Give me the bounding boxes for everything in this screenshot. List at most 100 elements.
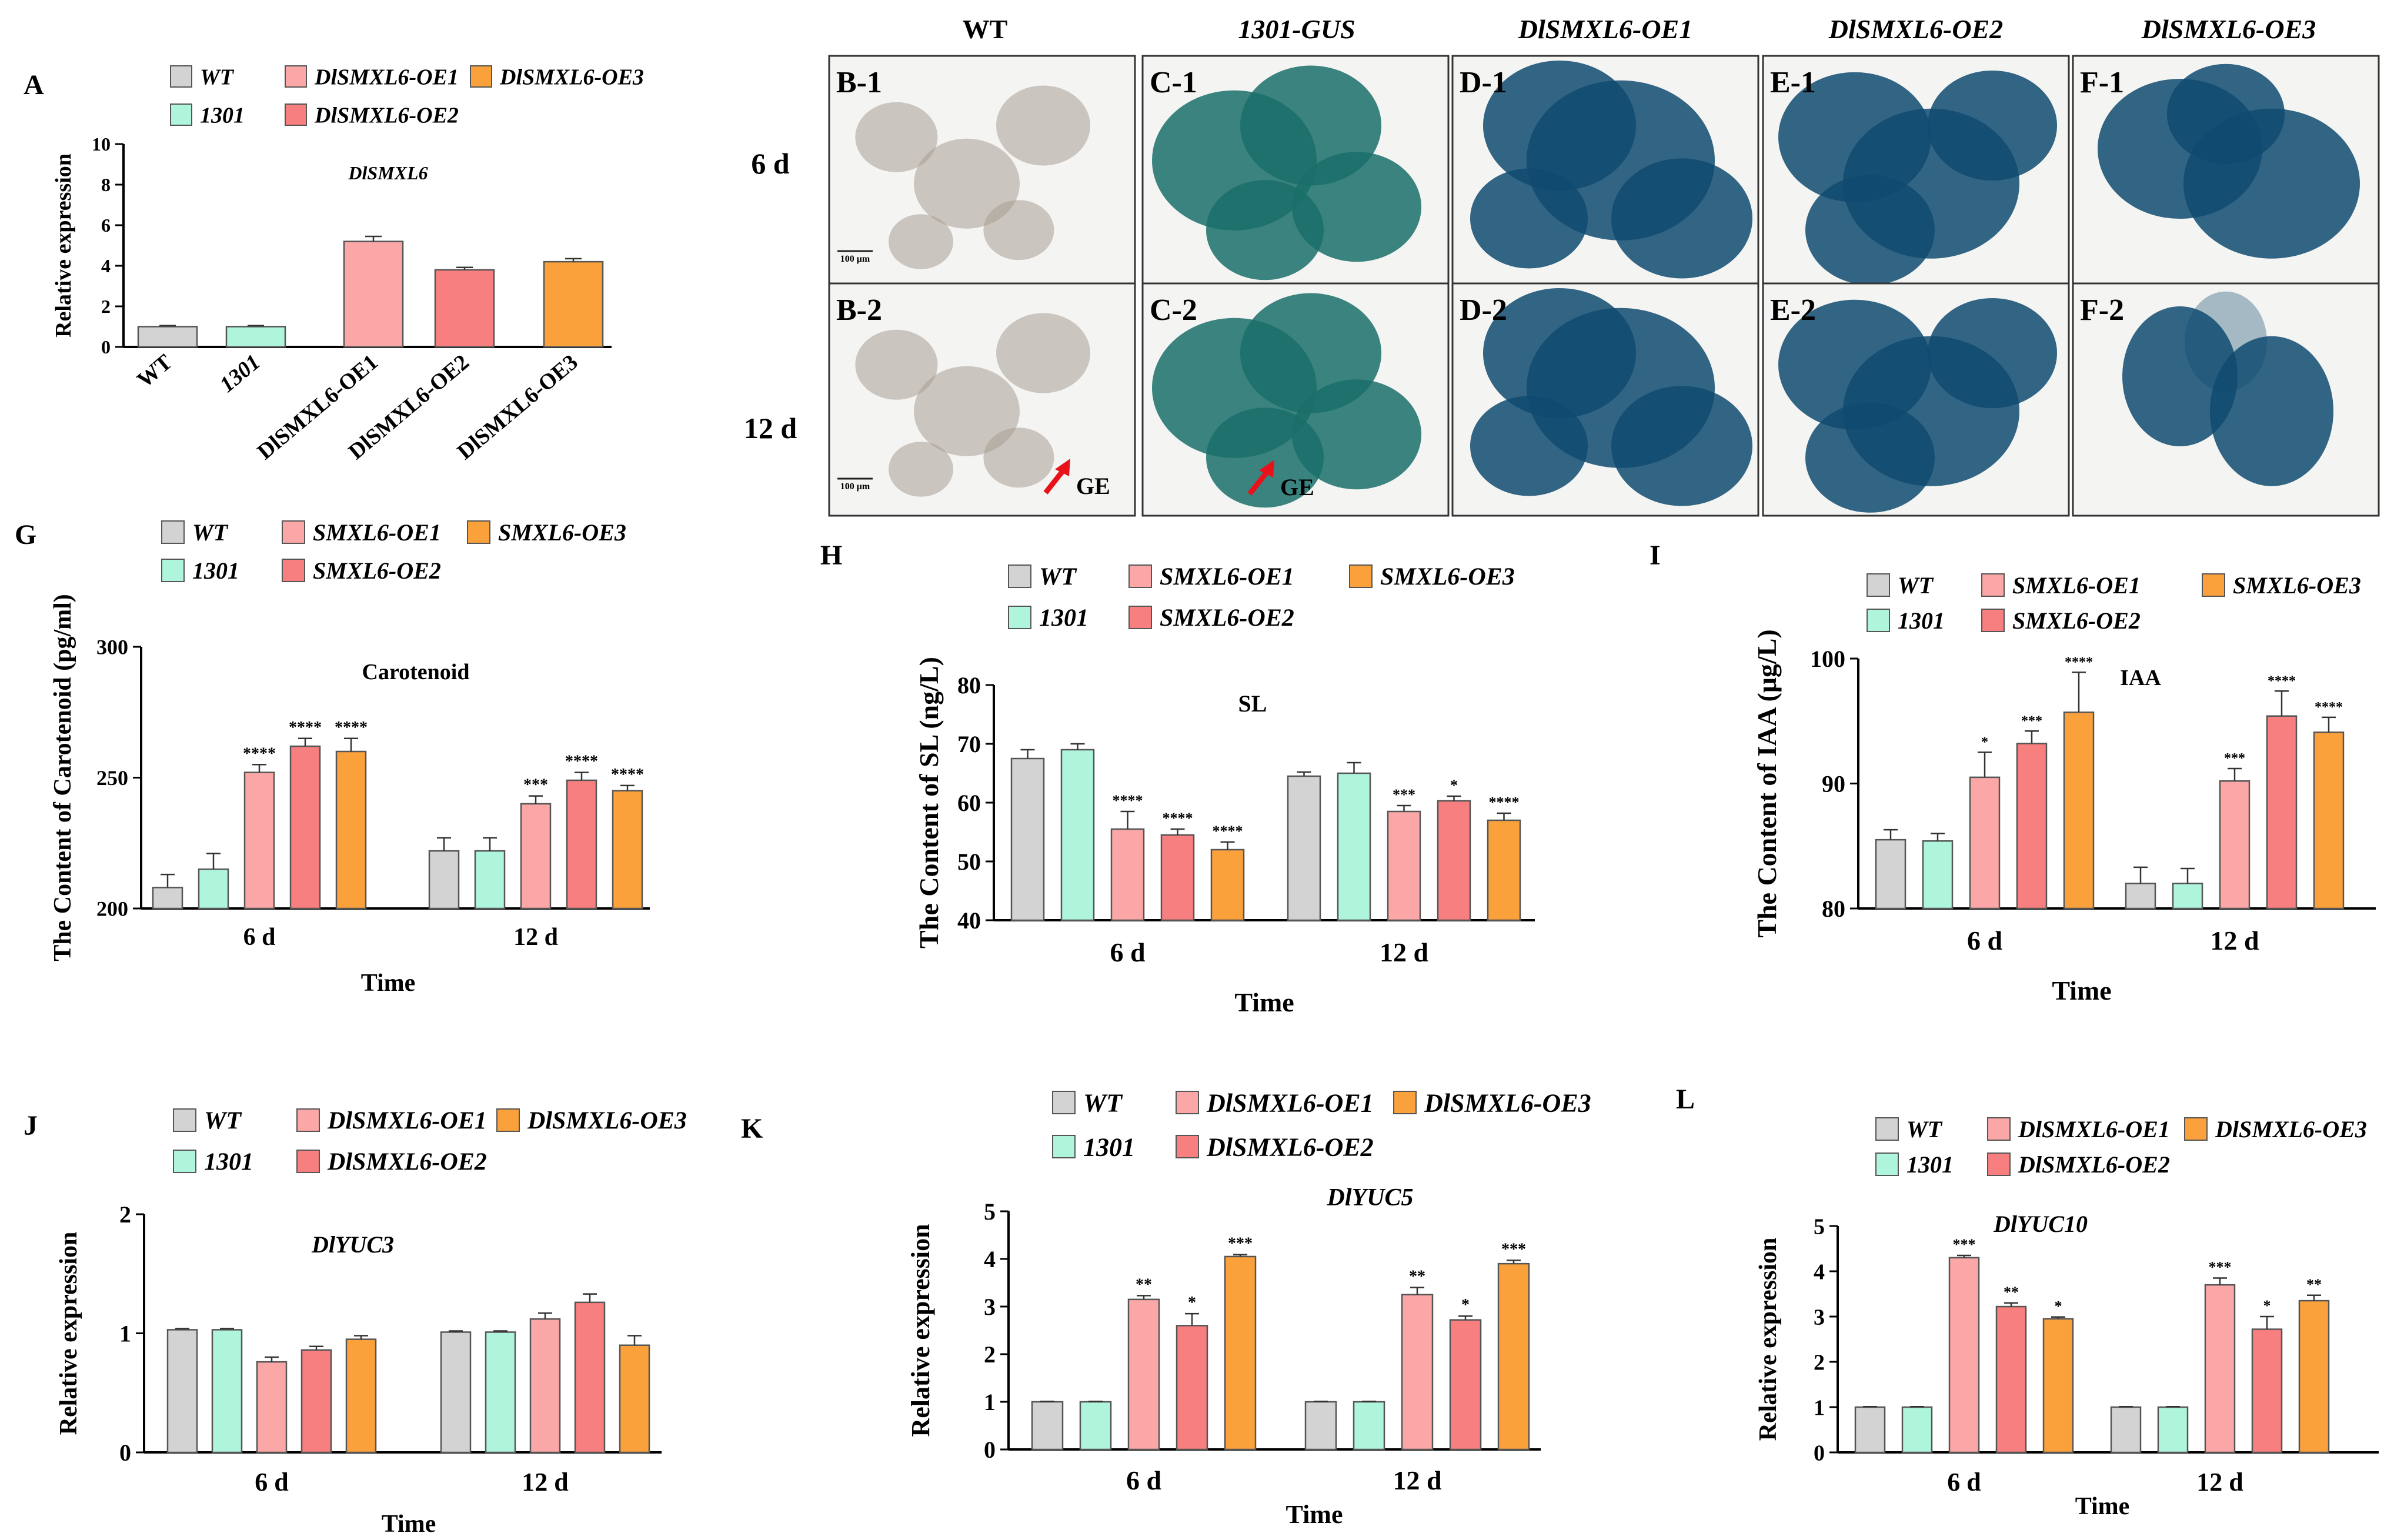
bar [343, 240, 404, 348]
bar [2219, 780, 2251, 910]
callus-mass [855, 102, 938, 172]
legend-item: DlSMXL6-OE1 [285, 65, 459, 89]
y-axis: 40 50 60 70 80 [957, 672, 1535, 934]
callus-mass [2185, 291, 2267, 392]
micrograph-cell: C-2 [1141, 282, 1450, 517]
legend-swatch [1867, 573, 1890, 597]
legend-label: 1301 [1083, 1133, 1135, 1161]
significance-label: ** [2004, 1284, 2019, 1301]
y-tick-label: 80 [957, 672, 981, 699]
callus-mass [1206, 180, 1324, 280]
column-header: 1301-GUS [1238, 14, 1355, 44]
ge-arrow: GE [1043, 459, 1110, 499]
x-axis-label: Time [1234, 987, 1294, 1017]
x-axis-label: Time [2052, 976, 2111, 1005]
legend-item: DlSMXL6-OE1 [296, 1108, 487, 1135]
y-tick-label: 90 [1822, 771, 1845, 797]
y-axis: 0 2 4 6 8 10 [92, 133, 612, 358]
legend-swatch [1393, 1091, 1417, 1114]
x-tick-label: 6 d [1967, 926, 2003, 956]
legend-label: DlSMXL6-OE2 [2018, 1151, 2170, 1178]
y-tick-label: 250 [96, 766, 128, 790]
bar [1287, 775, 1321, 921]
legend-label: DlSMXL6-OE1 [2018, 1116, 2170, 1143]
callus-mass [1805, 175, 1935, 285]
legend-label: SMXL6-OE2 [2012, 607, 2141, 634]
legend-item: SMXL6-OE1 [282, 519, 441, 546]
bar [289, 745, 321, 910]
bar [225, 326, 286, 348]
bar [2125, 883, 2156, 910]
legend-item: DlSMXL6-OE3 [2184, 1116, 2367, 1143]
legend-label: DlSMXL6-OE1 [1206, 1088, 1374, 1117]
legend-swatch [1981, 609, 2005, 632]
significance-label: **** [565, 753, 598, 771]
bar [1010, 757, 1045, 921]
significance-label: * [2055, 1298, 2062, 1315]
x-tick-label: 12 d [1393, 1465, 1442, 1495]
legend-swatch [170, 103, 192, 126]
legend-swatch [296, 1108, 320, 1132]
legend-swatch [1052, 1091, 1076, 1114]
y-axis: 200 250 300 [96, 636, 650, 921]
callus-mass [889, 214, 953, 269]
bar [1304, 1401, 1337, 1451]
legend-label: WT [200, 65, 235, 89]
callus-mass [2167, 64, 2285, 164]
panel-letter: K [741, 1113, 763, 1144]
micrograph-cell: B-1 [828, 55, 1136, 289]
bar [1497, 1262, 1530, 1451]
significance-label: *** [523, 776, 548, 794]
callus-mass [983, 200, 1054, 260]
legend-swatch [282, 520, 305, 544]
bar [485, 1331, 516, 1454]
bar [345, 1338, 377, 1454]
chart-title: DlYUC5 [1327, 1184, 1414, 1211]
legend-label: 1301 [204, 1149, 253, 1176]
column-header: WT [963, 14, 1008, 44]
significance-label: * [1450, 777, 1458, 794]
legend-item: SMXL6-OE2 [1128, 605, 1294, 632]
callus-mass [889, 442, 953, 497]
callus-mass [2122, 306, 2238, 446]
bar [1224, 1255, 1257, 1451]
x-tick-label: 6 d [1947, 1468, 1981, 1496]
y-tick-label: 2 [984, 1341, 996, 1368]
callus-mass [914, 366, 1020, 456]
bar [574, 1301, 606, 1454]
y-axis: 0 1 2 3 4 5 [1814, 1214, 2379, 1465]
y-tick-label: 8 [101, 174, 111, 195]
legend-swatch [285, 65, 307, 88]
legend-item: WT [170, 65, 235, 89]
x-tick-label: 12 d [1380, 937, 1429, 967]
legend-swatch [470, 65, 492, 88]
legend-item: SMXL6-OE1 [1981, 572, 2141, 599]
legend-item: SMXL6-OE2 [1981, 607, 2141, 634]
y-tick-label: 5 [1814, 1214, 1825, 1239]
legend-label: SMXL6-OE1 [313, 519, 441, 546]
bar [1401, 1294, 1434, 1451]
bar [198, 868, 229, 910]
significance-label: **** [1113, 792, 1143, 809]
micrograph-cell: C-1 [1141, 55, 1450, 289]
legend-item: WT [1052, 1088, 1123, 1117]
y-tick-label: 300 [96, 636, 128, 659]
micrograph-label: D-2 [1460, 293, 1507, 327]
x-axis-label: Time [382, 1511, 436, 1538]
legend-item: SMXL6-OE1 [1128, 564, 1294, 591]
micrograph-label: C-2 [1150, 293, 1197, 327]
callus-mass [1206, 407, 1324, 508]
legend-label: WT [1039, 564, 1077, 591]
legend-swatch [496, 1108, 520, 1132]
legend-item: 1301 [161, 557, 239, 584]
legend-label: WT [204, 1108, 242, 1135]
callus-mass [1611, 386, 1752, 506]
y-tick-label: 3 [984, 1294, 996, 1320]
y-tick-label: 1 [1814, 1395, 1825, 1420]
legend-label: SMXL6-OE2 [313, 557, 441, 584]
x-tick-label: 6 d [1126, 1465, 1162, 1495]
x-tick-label: WT [132, 350, 177, 393]
y-tick-label: 50 [957, 848, 981, 875]
y-tick-label: 4 [1814, 1260, 1825, 1284]
